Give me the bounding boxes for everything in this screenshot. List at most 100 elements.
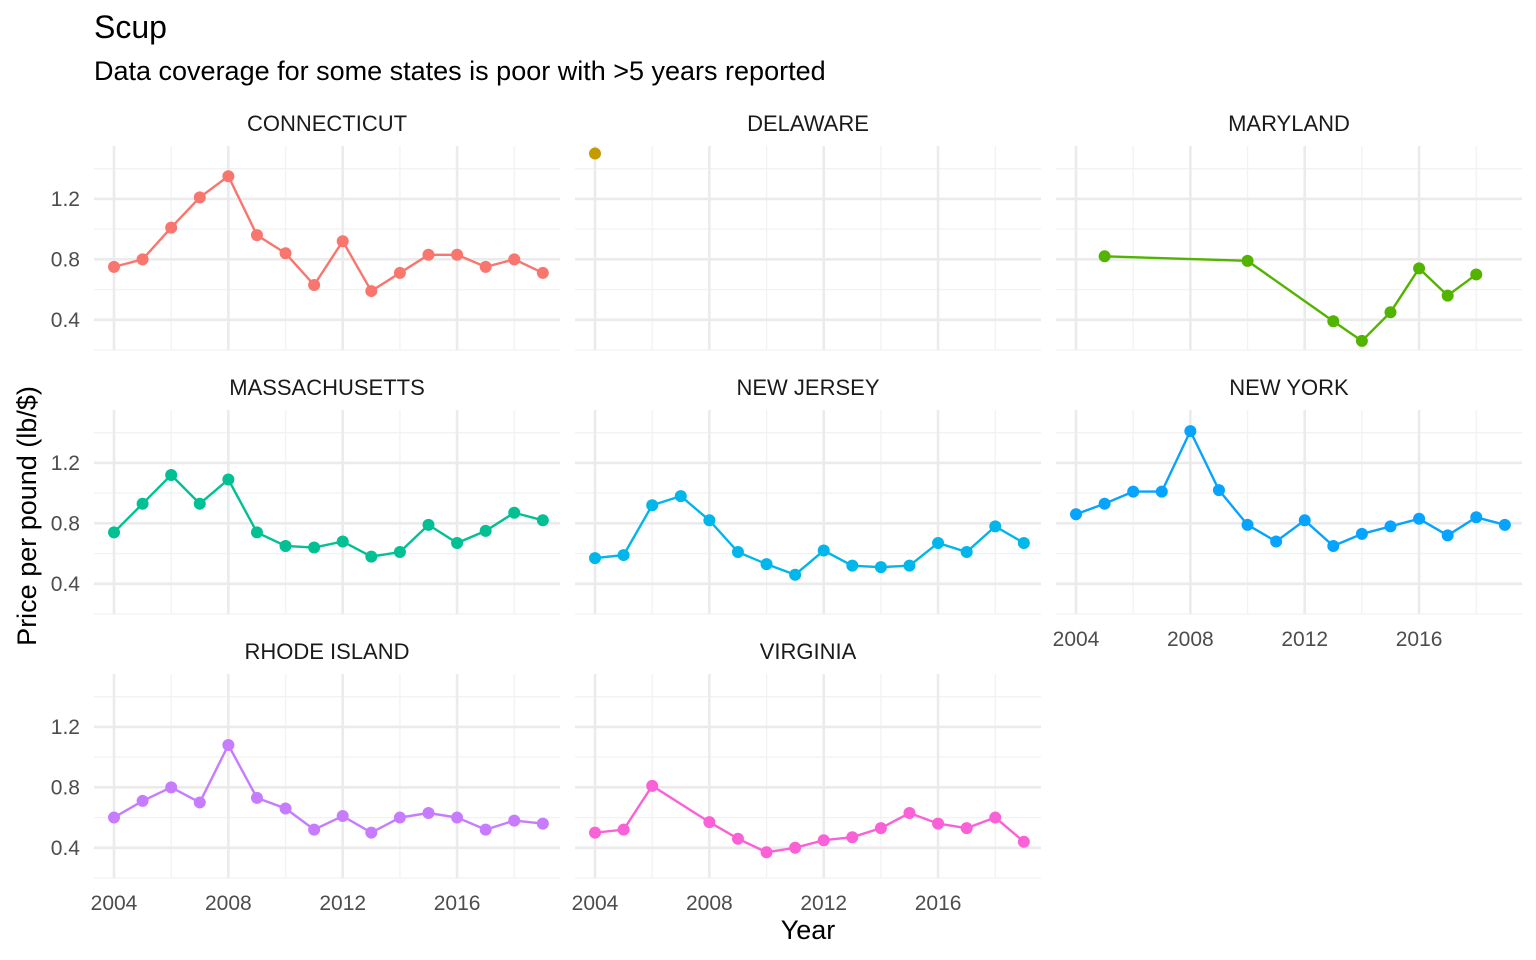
data-point xyxy=(108,526,121,539)
data-point xyxy=(1441,529,1454,542)
data-point xyxy=(508,253,521,266)
data-point xyxy=(1155,485,1168,498)
data-point xyxy=(589,826,602,839)
data-point xyxy=(1184,425,1197,438)
strip-label: NEW YORK xyxy=(1229,375,1349,400)
data-point xyxy=(874,822,887,835)
data-point xyxy=(789,568,802,581)
data-point xyxy=(589,147,602,160)
data-point xyxy=(1298,514,1311,527)
data-point xyxy=(731,832,744,845)
data-point xyxy=(703,816,716,829)
data-point xyxy=(222,170,235,183)
data-point xyxy=(703,514,716,527)
data-point xyxy=(817,834,830,847)
y-tick-label: 0.8 xyxy=(51,776,80,799)
data-point xyxy=(1098,250,1111,263)
facet-panels: CONNECTICUT 0.4 0.8 1.2 DELAWARE MARYLAND MASS… xyxy=(51,111,1522,915)
data-point xyxy=(1327,315,1340,328)
data-point xyxy=(451,811,464,824)
data-point xyxy=(1241,518,1254,531)
y-tick-label: 0.4 xyxy=(51,309,81,332)
series-line xyxy=(113,473,544,558)
x-tick-label: 2004 xyxy=(1053,628,1100,651)
data-point xyxy=(760,558,773,571)
data-point xyxy=(1355,527,1368,540)
data-point xyxy=(846,831,859,844)
series-line xyxy=(1104,255,1477,343)
panel-new-york: NEW YORK 2004 2008 2012 2016 xyxy=(1053,375,1522,651)
data-point xyxy=(250,526,263,539)
y-tick-label: 0.4 xyxy=(51,573,81,596)
data-point xyxy=(451,536,464,549)
strip-label: DELAWARE xyxy=(747,111,869,136)
data-point xyxy=(165,468,178,481)
data-point xyxy=(536,514,549,527)
y-tick-label: 1.2 xyxy=(51,716,80,739)
data-point xyxy=(989,520,1002,533)
data-point xyxy=(1384,520,1397,533)
data-point xyxy=(222,473,235,486)
data-point xyxy=(903,807,916,820)
y-tick-label: 0.4 xyxy=(51,837,81,860)
data-point xyxy=(508,506,521,519)
strip-label: MARYLAND xyxy=(1228,111,1350,136)
data-point xyxy=(250,229,263,242)
data-point xyxy=(1070,508,1083,521)
series-line xyxy=(113,742,543,835)
data-point xyxy=(108,260,121,273)
x-tick-label: 2004 xyxy=(91,892,138,915)
y-axis-title: Price per pound (lb/$) xyxy=(12,386,42,646)
y-tick-label: 0.8 xyxy=(51,248,80,271)
data-point xyxy=(336,235,349,248)
data-point xyxy=(508,814,521,827)
data-point xyxy=(336,535,349,548)
x-tick-label: 2008 xyxy=(1167,628,1214,651)
data-point xyxy=(1470,268,1483,281)
data-point xyxy=(932,817,945,830)
data-point xyxy=(846,559,859,572)
x-axis-title: Year xyxy=(781,915,836,945)
data-point xyxy=(1098,497,1111,510)
data-point xyxy=(365,285,378,298)
data-point xyxy=(817,544,830,557)
strip-label: MASSACHUSETTS xyxy=(229,375,425,400)
data-point xyxy=(874,561,887,574)
data-point xyxy=(193,191,206,204)
data-point xyxy=(1127,485,1140,498)
data-point xyxy=(222,739,235,752)
data-point xyxy=(1441,289,1454,302)
y-tick-label: 1.2 xyxy=(51,188,80,211)
data-point xyxy=(589,552,602,565)
panel-rhode-island: RHODE ISLAND 0.4 0.8 1.2 2004 2008 2012 2016 xyxy=(51,639,560,915)
data-point xyxy=(136,253,149,266)
data-point xyxy=(451,248,464,261)
data-point xyxy=(1017,536,1030,549)
data-point xyxy=(1498,518,1511,531)
data-point xyxy=(393,811,406,824)
data-point xyxy=(1413,512,1426,525)
x-tick-label: 2012 xyxy=(1281,628,1328,651)
data-point xyxy=(1212,484,1225,497)
strip-label: CONNECTICUT xyxy=(247,111,407,136)
data-point xyxy=(193,796,206,809)
data-point xyxy=(165,781,178,794)
data-point xyxy=(365,550,378,563)
data-point xyxy=(646,779,659,792)
panel-virginia: VIRGINIA 2004 2008 2012 2016 xyxy=(572,639,1041,915)
data-point xyxy=(193,497,206,510)
data-point xyxy=(336,810,349,823)
series-line xyxy=(113,174,544,293)
data-point xyxy=(617,549,630,562)
x-tick-label: 2016 xyxy=(915,892,962,915)
data-point xyxy=(1470,511,1483,524)
y-tick-label: 1.2 xyxy=(51,452,80,475)
data-point xyxy=(1413,262,1426,275)
panel-delaware: DELAWARE xyxy=(575,111,1041,351)
data-point xyxy=(536,266,549,279)
data-point xyxy=(250,791,263,804)
strip-label: NEW JERSEY xyxy=(736,375,879,400)
x-tick-label: 2008 xyxy=(205,892,252,915)
y-tick-label: 0.8 xyxy=(51,512,80,535)
data-point xyxy=(731,546,744,559)
